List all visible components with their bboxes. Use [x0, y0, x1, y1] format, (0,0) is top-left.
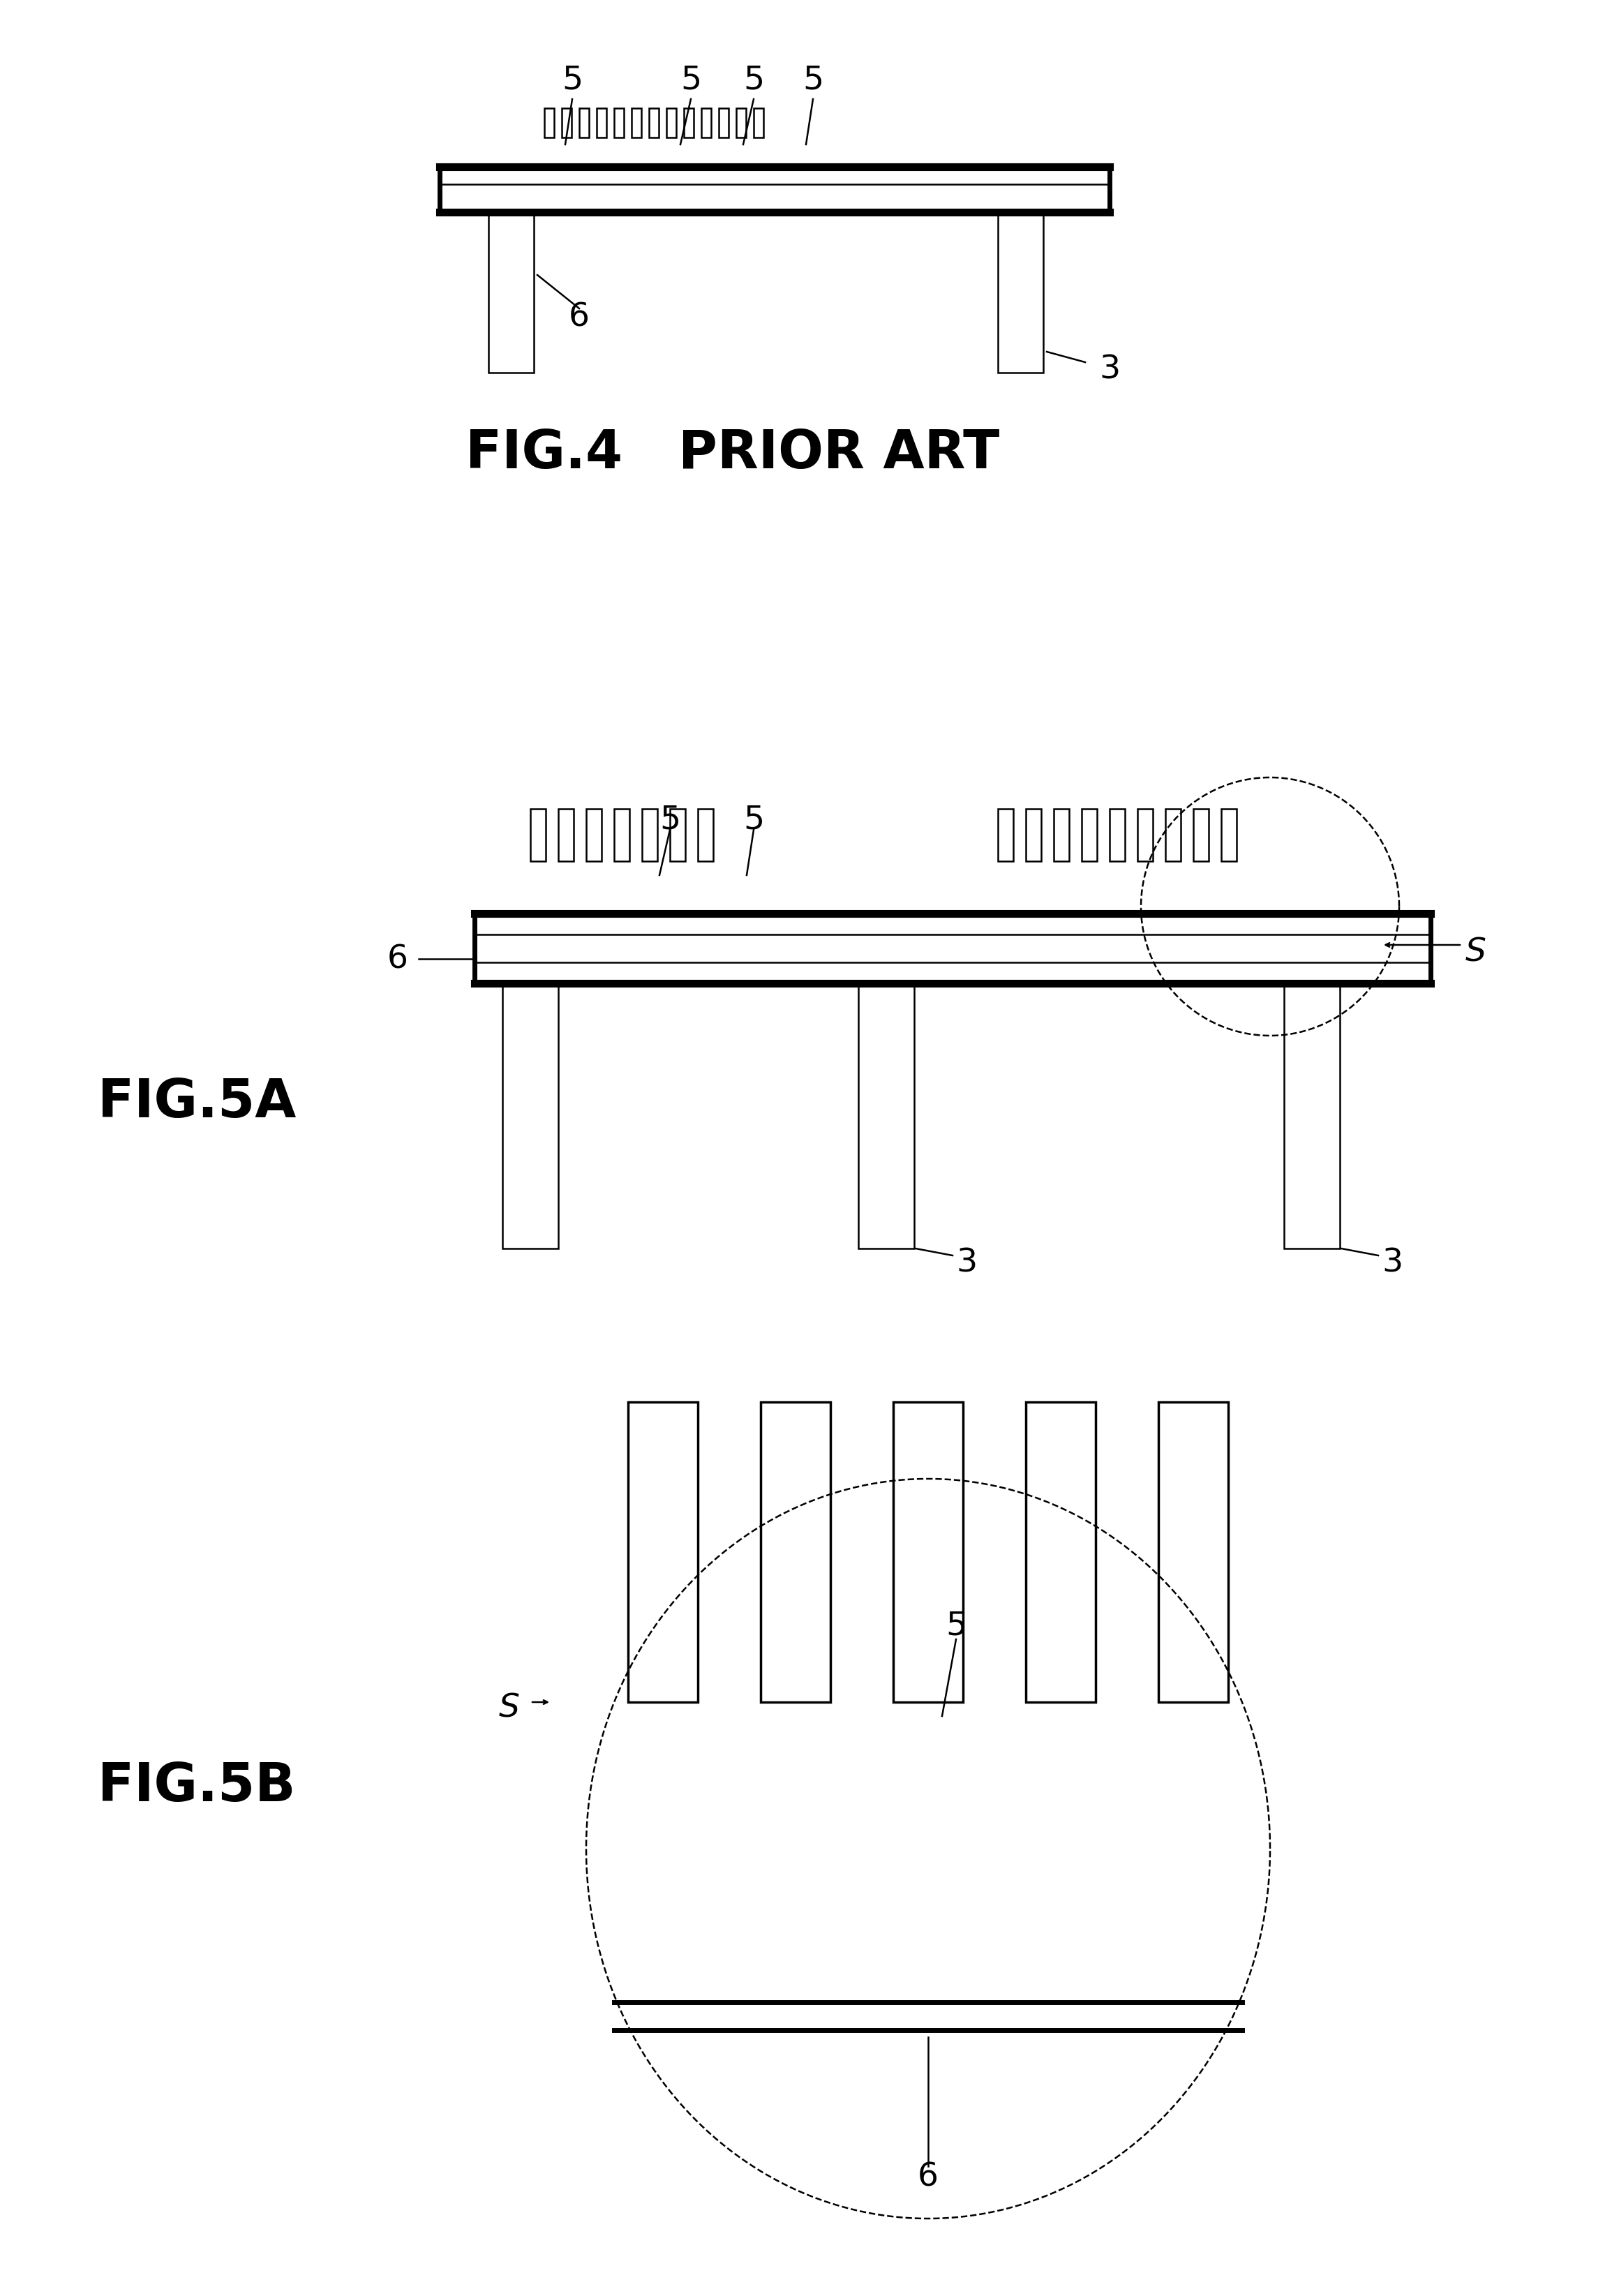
Bar: [561, 108, 572, 138]
Text: S: S: [1465, 937, 1486, 969]
Bar: [579, 108, 588, 138]
Bar: [629, 1403, 698, 1701]
Bar: [1109, 808, 1125, 861]
Bar: [1025, 1403, 1096, 1701]
Text: 5: 5: [561, 64, 582, 96]
Bar: [1082, 808, 1098, 861]
Bar: [596, 108, 606, 138]
Bar: [642, 808, 658, 861]
Text: FIG.5B: FIG.5B: [98, 1761, 295, 1812]
Bar: [719, 108, 729, 138]
Bar: [671, 808, 685, 861]
Bar: [761, 1403, 830, 1701]
Bar: [1193, 808, 1209, 861]
Bar: [1054, 808, 1069, 861]
Text: S: S: [500, 1692, 521, 1724]
Text: 3: 3: [1381, 1247, 1402, 1279]
Bar: [614, 108, 624, 138]
Text: 5: 5: [743, 804, 764, 836]
Bar: [998, 808, 1014, 861]
Bar: [558, 808, 574, 861]
Text: 5: 5: [743, 64, 764, 96]
Bar: [1138, 808, 1153, 861]
Text: FIG.4   PRIOR ART: FIG.4 PRIOR ART: [466, 427, 999, 480]
Text: 5: 5: [803, 64, 824, 96]
Bar: [530, 808, 546, 861]
Text: 3: 3: [1099, 354, 1120, 386]
Bar: [1165, 808, 1180, 861]
Bar: [488, 214, 534, 374]
Text: 5: 5: [659, 804, 680, 836]
Bar: [545, 108, 555, 138]
Text: 6: 6: [569, 301, 590, 333]
Bar: [858, 983, 914, 1249]
Bar: [893, 1403, 962, 1701]
Text: 6: 6: [387, 944, 408, 976]
Bar: [1025, 808, 1041, 861]
Bar: [587, 808, 601, 861]
Text: 5: 5: [946, 1609, 967, 1642]
Text: 6: 6: [917, 2161, 938, 2193]
Bar: [503, 983, 558, 1249]
Bar: [683, 108, 693, 138]
Text: 3: 3: [956, 1247, 977, 1279]
Bar: [1159, 1403, 1228, 1701]
Bar: [632, 108, 642, 138]
Bar: [650, 108, 659, 138]
Bar: [698, 808, 713, 861]
Bar: [737, 108, 746, 138]
Bar: [1222, 808, 1236, 861]
Bar: [666, 108, 675, 138]
Bar: [754, 108, 764, 138]
Text: 5: 5: [680, 64, 701, 96]
Bar: [1285, 983, 1340, 1249]
Bar: [998, 214, 1043, 374]
Bar: [701, 108, 711, 138]
Bar: [614, 808, 629, 861]
Text: FIG.5A: FIG.5A: [98, 1077, 297, 1127]
